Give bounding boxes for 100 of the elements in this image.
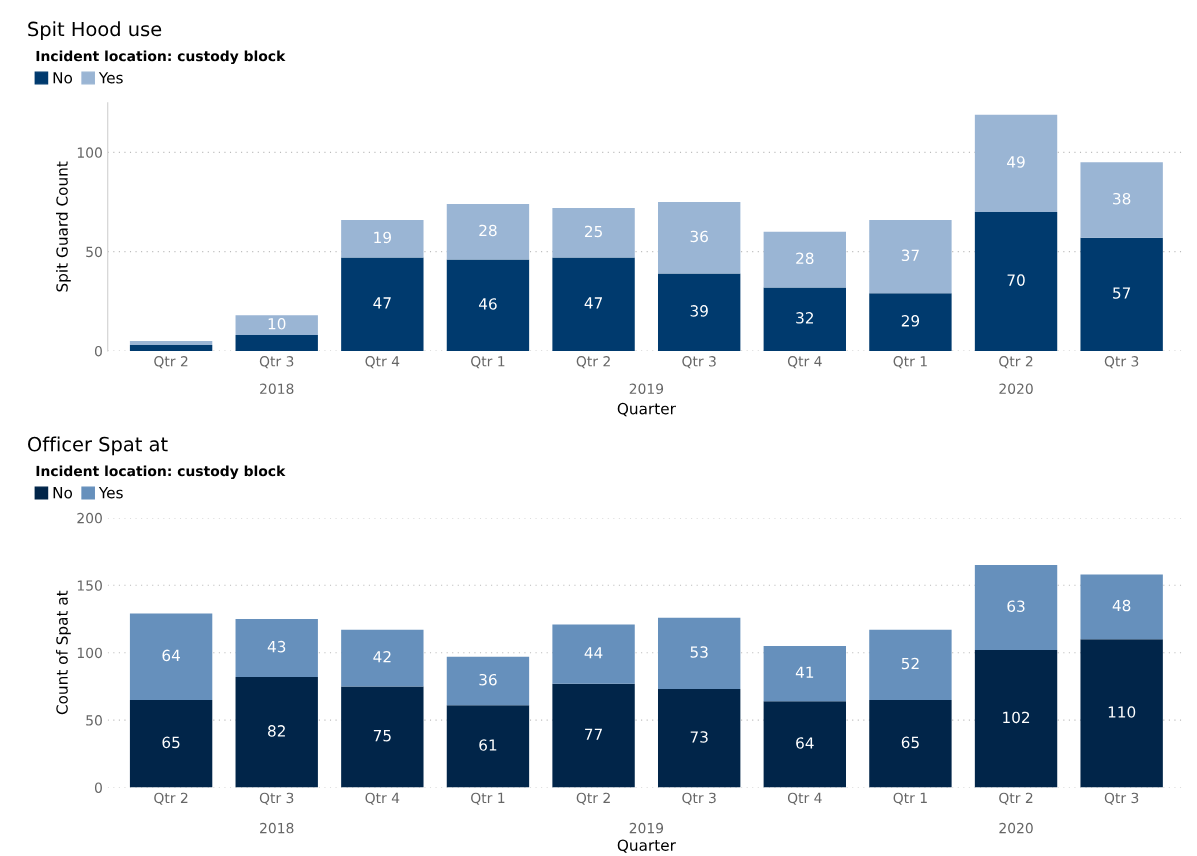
- data-label: 39: [690, 305, 708, 317]
- y-axis-title: Spit Guard Count: [56, 161, 71, 292]
- x-tick-label: Qtr 1: [893, 792, 927, 805]
- bar: [235, 618, 318, 677]
- data-label: 32: [796, 312, 813, 324]
- data-label: 73: [690, 731, 708, 743]
- bar: [658, 617, 741, 690]
- bar: [446, 705, 530, 788]
- data-label: 36: [479, 673, 497, 686]
- data-label: 82: [268, 725, 285, 737]
- data-label: 29: [901, 315, 920, 327]
- x-tick-label: Qtr 3: [682, 356, 716, 369]
- legend-title: Incident location: custody block: [36, 465, 286, 480]
- bar: [869, 629, 952, 700]
- y-tick-label: 150: [77, 580, 102, 591]
- data-label: 46: [478, 298, 497, 310]
- data-label: 44: [584, 647, 603, 659]
- bar: [869, 699, 952, 788]
- data-label: 75: [373, 730, 391, 742]
- data-label: 28: [479, 224, 497, 237]
- data-label: 64: [162, 649, 180, 662]
- data-label: 77: [585, 728, 602, 740]
- x-tick-label: Qtr 3: [259, 792, 294, 805]
- legend-label: No: [53, 487, 73, 499]
- data-label: 65: [162, 736, 180, 749]
- data-label: 48: [1112, 599, 1131, 612]
- bar: [869, 219, 952, 294]
- data-label: 36: [690, 230, 708, 243]
- bar: [235, 676, 318, 788]
- x-tick-label: Qtr 2: [999, 792, 1033, 805]
- legend-label: Yes: [98, 487, 123, 499]
- bar: [1080, 639, 1163, 788]
- x-tick-label: Qtr 2: [999, 356, 1033, 369]
- text: 2019: [629, 383, 664, 394]
- x-tick-label: Qtr 2: [154, 792, 188, 805]
- text: 2018: [260, 383, 294, 394]
- bar: [763, 231, 846, 288]
- bar: [341, 629, 424, 687]
- x-tick-label: Qtr 3: [1104, 356, 1139, 369]
- bar: [129, 345, 213, 351]
- data-label: 52: [901, 657, 919, 670]
- x-tick-label: Qtr 4: [365, 356, 400, 369]
- bar: [129, 613, 213, 700]
- bar: [658, 689, 741, 788]
- data-label: 25: [584, 225, 602, 238]
- bar: [658, 202, 741, 274]
- y-tick-label: 0: [94, 345, 102, 357]
- data-label: 28: [796, 252, 814, 265]
- x-tick-label: Qtr 2: [576, 356, 610, 369]
- text: 2020: [999, 383, 1033, 394]
- data-label: 43: [267, 640, 286, 653]
- legend-title: Incident location: custody block: [36, 50, 286, 65]
- bar: [446, 259, 530, 351]
- data-label: 53: [690, 646, 708, 658]
- text: 2020: [999, 822, 1033, 834]
- bar: [974, 650, 1058, 788]
- bar: [763, 287, 846, 351]
- text: 2018: [260, 822, 294, 834]
- data-label: 65: [901, 736, 919, 749]
- data-label: 10: [268, 318, 286, 330]
- bar: [235, 315, 318, 336]
- data-label: 61: [479, 739, 497, 751]
- bar: [552, 207, 635, 258]
- x-tick-label: Qtr 1: [893, 356, 927, 369]
- bar: [446, 656, 530, 706]
- bar: [763, 701, 846, 788]
- bar: [763, 645, 846, 702]
- x-tick-label: Qtr 3: [259, 356, 294, 369]
- data-label: 49: [1007, 156, 1025, 168]
- data-label: 110: [1108, 706, 1136, 718]
- bar: [341, 257, 424, 351]
- bar: [1080, 162, 1163, 238]
- bar: [341, 686, 424, 788]
- legend-label: Yes: [98, 72, 123, 84]
- data-label: 47: [373, 297, 391, 309]
- bar: [552, 257, 635, 351]
- bar: [129, 341, 213, 345]
- x-tick-label: Qtr 2: [154, 356, 188, 369]
- x-tick-label: Qtr 4: [787, 356, 822, 369]
- legend-label: No: [53, 72, 73, 84]
- x-tick-label: Qtr 3: [682, 792, 716, 805]
- bar: [1080, 574, 1163, 640]
- data-label: 42: [373, 650, 391, 663]
- bar: [1080, 237, 1163, 351]
- bar: [235, 335, 318, 351]
- bar: [658, 273, 741, 351]
- x-tick-label: Qtr 3: [1104, 792, 1139, 805]
- x-tick-label: Qtr 4: [787, 792, 822, 805]
- chart-title: Spit Hood use: [28, 21, 162, 41]
- bar: [974, 211, 1058, 351]
- y-tick-label: 200: [77, 512, 102, 524]
- x-tick-label: Qtr 1: [471, 792, 505, 805]
- data-label: 102: [1003, 711, 1030, 724]
- bar: [552, 683, 635, 788]
- data-label: 38: [1113, 192, 1131, 205]
- chart-title: Officer Spat at: [28, 436, 168, 456]
- data-label: 19: [374, 231, 391, 244]
- x-tick-label: Qtr 1: [471, 356, 505, 369]
- data-label: 70: [1007, 274, 1025, 286]
- y-tick-label: 100: [77, 647, 102, 659]
